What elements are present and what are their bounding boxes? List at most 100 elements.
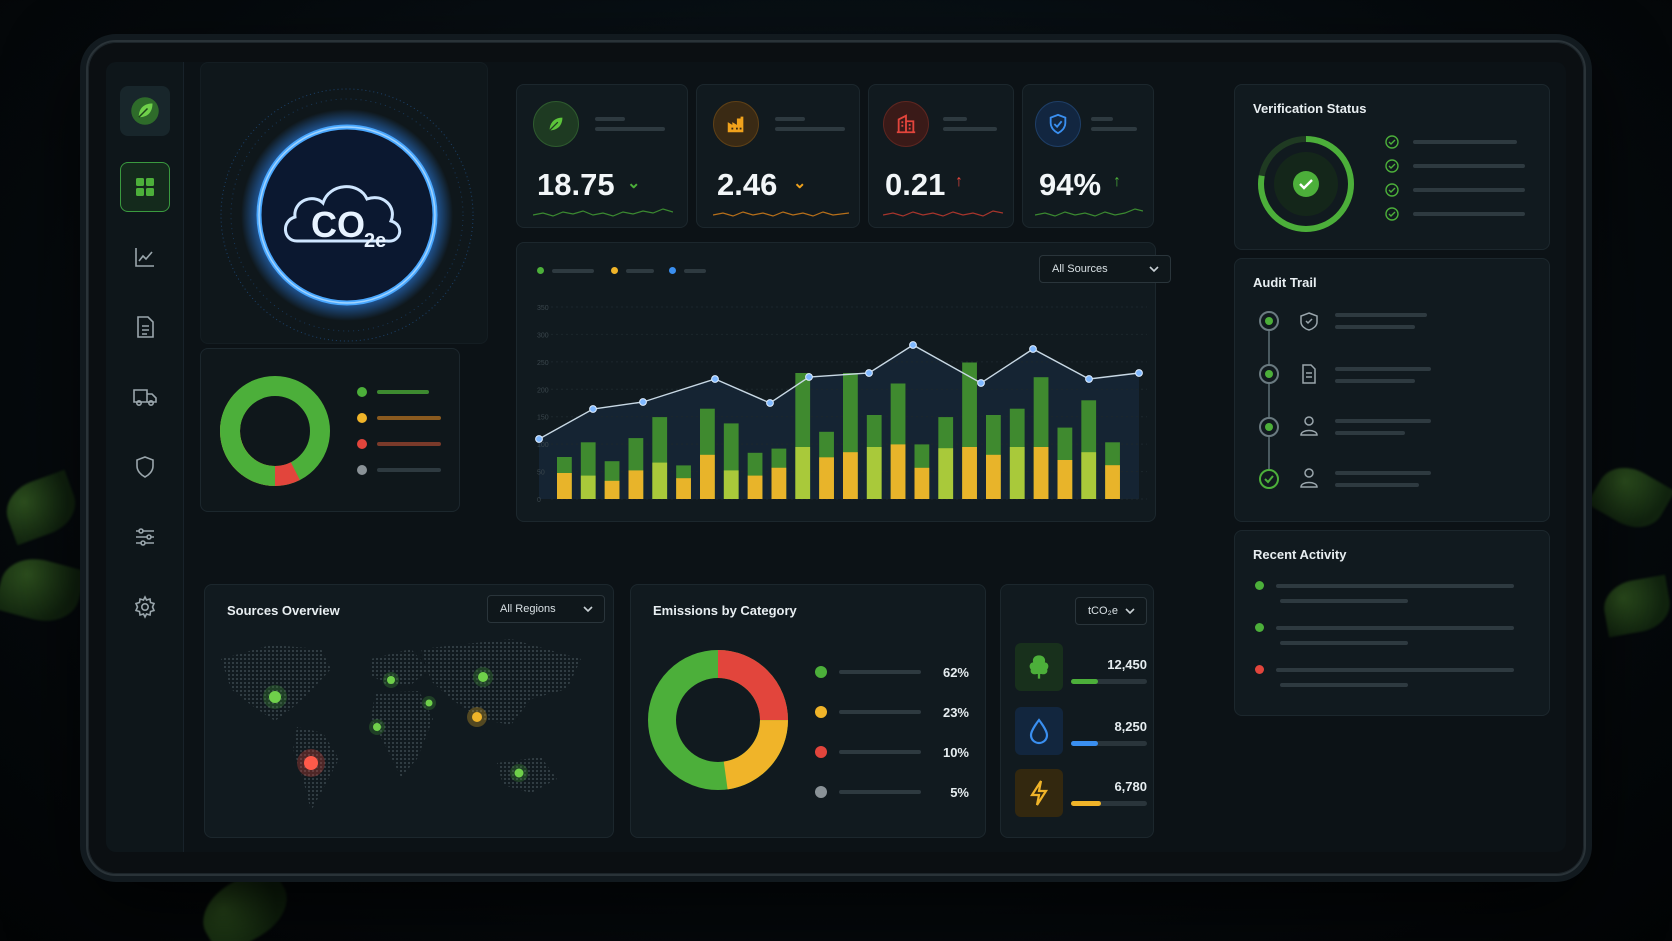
bar-yellow: [628, 470, 644, 499]
y-tick-label: 250: [537, 360, 549, 367]
dashboard-screen: CO 2e 18.75 ⌄: [106, 62, 1566, 852]
bar-yellow: [700, 454, 715, 499]
background-leaf: [0, 550, 87, 630]
bar-yellow: [1033, 447, 1049, 499]
trend-up-icon: ↑: [1113, 173, 1121, 190]
sidebar-item-security[interactable]: [120, 442, 170, 492]
line-point: [977, 379, 985, 387]
activity-item[interactable]: [1255, 623, 1514, 632]
unit-dropdown[interactable]: tCO₂e: [1075, 597, 1147, 625]
metric-value: 6,780: [1114, 779, 1147, 794]
sidebar-item-dashboard[interactable]: [120, 162, 170, 212]
check-circle-icon: [1385, 135, 1399, 149]
panel-title: Verification Status: [1253, 101, 1367, 116]
metric-value: 12,450: [1107, 657, 1147, 672]
kpi-label-placeholder: [775, 127, 845, 131]
background-leaf: [1586, 456, 1672, 539]
kpi-value: 0.21: [885, 167, 946, 202]
bar-yellow: [819, 457, 834, 499]
check-circle-icon: [1385, 207, 1399, 221]
emissions-bar-line-chart: 350 300 250 200 150 100 50 0: [535, 305, 1147, 504]
regions-filter-dropdown[interactable]: All Regions: [487, 595, 605, 623]
metric-progress-fill: [1071, 679, 1098, 684]
line-point: [1085, 375, 1093, 383]
user-icon: [1300, 416, 1318, 436]
leaf-icon: [533, 101, 579, 147]
lightning-icon: [1015, 769, 1063, 817]
legend-item[interactable]: [537, 267, 594, 274]
category-row[interactable]: [815, 706, 921, 718]
kpi-label-placeholder: [943, 127, 997, 131]
composition-donut-panel: [200, 348, 460, 512]
activity-item[interactable]: [1255, 581, 1514, 590]
user-icon: [1300, 468, 1318, 488]
kpi-card-industry[interactable]: 2.46 ⌄: [696, 84, 860, 228]
category-row[interactable]: [815, 666, 921, 678]
co2e-hero-graphic: CO 2e: [220, 88, 474, 342]
kpi-label-placeholder: [775, 117, 805, 121]
leaf-icon: [131, 97, 159, 125]
sidebar-item-settings[interactable]: [120, 582, 170, 632]
bar-yellow: [962, 447, 977, 499]
line-point: [589, 405, 597, 413]
activity-item[interactable]: [1255, 665, 1514, 674]
bar-yellow: [986, 454, 1001, 499]
sidebar-item-reports[interactable]: [120, 302, 170, 352]
panel-title: Audit Trail: [1253, 275, 1317, 290]
kpi-card-compliance[interactable]: 94% ↑: [1022, 84, 1154, 228]
sidebar-item-logistics[interactable]: [120, 372, 170, 422]
kpi-value: 18.75: [537, 167, 615, 202]
category-row[interactable]: [815, 786, 921, 798]
timeline-node: [1259, 469, 1279, 489]
kpi-card-buildings[interactable]: 0.21 ↑: [868, 84, 1014, 228]
line-point: [711, 375, 719, 383]
metric-progress-track: [1071, 679, 1147, 684]
category-percent: 23%: [942, 705, 969, 720]
svg-text:CO: CO: [311, 204, 365, 245]
sidebar-item-analytics[interactable]: [120, 232, 170, 282]
timeline-node: [1259, 311, 1279, 331]
tree-icon: [1015, 643, 1063, 691]
trend-down-icon: ⌄: [627, 175, 641, 192]
truck-icon: [133, 389, 157, 407]
bar-yellow: [938, 448, 954, 499]
legend-item[interactable]: [611, 267, 654, 274]
chevron-down-icon: [1149, 266, 1159, 273]
kpi-sparkline: [1035, 208, 1143, 217]
dropdown-value: All Regions: [500, 603, 556, 615]
kpi-label-placeholder: [1091, 127, 1137, 131]
legend-item[interactable]: [669, 267, 706, 274]
category-percent: 62%: [942, 665, 969, 680]
line-point: [805, 373, 813, 381]
category-row[interactable]: [815, 746, 921, 758]
kpi-sparkline: [533, 208, 673, 217]
kpi-label-placeholder: [595, 127, 665, 131]
kpi-value: 2.46: [717, 167, 778, 202]
kpi-label-placeholder: [595, 117, 625, 121]
legend-row: [357, 413, 441, 423]
building-icon: [883, 101, 929, 147]
hero-panel: CO 2e: [200, 62, 488, 344]
kpi-card-emissions[interactable]: 18.75 ⌄: [516, 84, 688, 228]
main-chart-panel: All Sources 350 300 250 200 150 100 50 0: [516, 242, 1171, 522]
trend-down-icon: ⌄: [793, 175, 807, 192]
sidebar: [106, 62, 184, 852]
sidebar-item-filters[interactable]: [120, 512, 170, 562]
background-leaf: [1599, 574, 1672, 638]
sliders-icon: [136, 528, 154, 546]
checklist-item: [1385, 183, 1525, 197]
check-circle-icon: [1385, 159, 1399, 173]
checklist-item: [1385, 135, 1517, 149]
svg-text:2e: 2e: [364, 230, 386, 252]
background-leaf: [0, 469, 84, 546]
brand-logo[interactable]: [120, 86, 170, 136]
map-source-marker: [422, 696, 436, 710]
bar-yellow: [866, 447, 882, 499]
line-point: [535, 435, 543, 443]
y-tick-label: 150: [537, 415, 549, 422]
map-source-marker: [467, 707, 487, 727]
dropdown-value: tCO₂e: [1088, 605, 1118, 617]
gear-icon: [134, 595, 156, 619]
line-point: [766, 399, 774, 407]
sources-filter-dropdown[interactable]: All Sources: [1039, 255, 1171, 283]
